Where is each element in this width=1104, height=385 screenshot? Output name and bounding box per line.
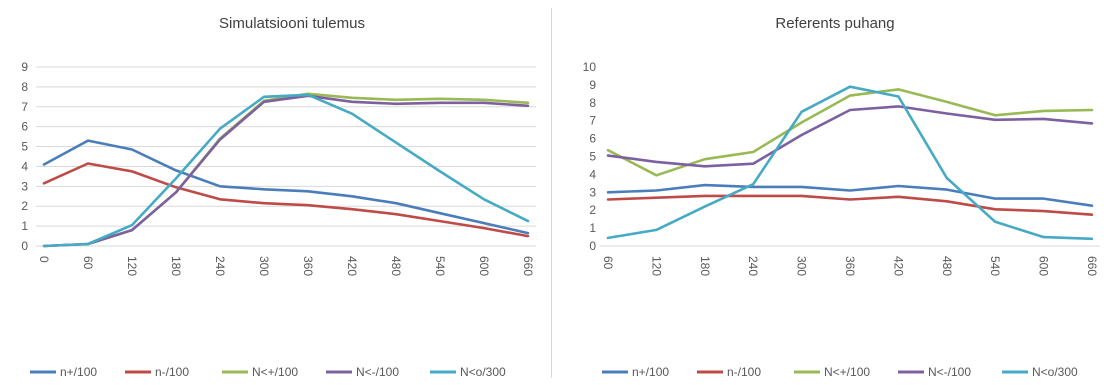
panel-divider bbox=[551, 8, 552, 378]
chart1-x-tick-label: 300 bbox=[257, 256, 271, 276]
chart2-y-tick-label: 2 bbox=[589, 203, 596, 217]
chart2-x-tick-label: 60 bbox=[601, 256, 615, 270]
chart2-title: Referents puhang bbox=[775, 15, 894, 32]
chart2-x-tick-label: 360 bbox=[843, 256, 857, 276]
chart2-y-tick-label: 5 bbox=[589, 150, 596, 164]
chart1-legend-label: n-/100 bbox=[155, 365, 189, 379]
chart2-x-tick-label: 480 bbox=[940, 256, 954, 276]
chart2-y-tick-label: 9 bbox=[589, 78, 596, 92]
chart2-x-tick-label: 420 bbox=[891, 256, 905, 276]
chart1-x-tick-label: 120 bbox=[125, 256, 139, 276]
chart2-x-tick-label: 600 bbox=[1037, 256, 1051, 276]
chart2-legend-label: n-/100 bbox=[727, 365, 761, 379]
chart1-legend-label: N<o/300 bbox=[460, 365, 506, 379]
chart2-series-line-3 bbox=[606, 88, 1094, 177]
chart2-x-tick-label: 300 bbox=[795, 256, 809, 276]
chart-reference: Referents puhang 0 1 2 3 4 5 6 7 8 9 10 60 120 180 240 3… bbox=[583, 15, 1100, 379]
chart1-series-line-1 bbox=[42, 139, 530, 235]
chart2-y-tick-label: 1 bbox=[589, 221, 596, 235]
chart1-y-tick-label: 4 bbox=[21, 159, 28, 173]
chart1-y-tick-label: 1 bbox=[21, 219, 28, 233]
chart2-y-tick-label: 4 bbox=[589, 167, 596, 181]
chart2-series-line-1 bbox=[606, 183, 1094, 207]
chart1-legend-label: n+/100 bbox=[60, 365, 97, 379]
chart2-series-line-5 bbox=[606, 85, 1094, 241]
chart1-legend-label: N<-/100 bbox=[356, 365, 399, 379]
chart1-legend-label: N<+/100 bbox=[252, 365, 298, 379]
chart1-x-tick-label: 60 bbox=[81, 256, 95, 270]
chart1-x-tick-label: 360 bbox=[301, 256, 315, 276]
chart2-legend-label: N<o/300 bbox=[1032, 365, 1078, 379]
chart2-x-tick-label: 660 bbox=[1085, 256, 1099, 276]
chart1-y-tick-label: 5 bbox=[21, 140, 28, 154]
chart2-series-line-2 bbox=[606, 194, 1094, 216]
chart2-x-tick-label: 120 bbox=[649, 256, 663, 276]
chart1-series-line-4 bbox=[42, 94, 530, 248]
chart1-y-tick-label: 8 bbox=[21, 80, 28, 94]
chart-simulation: Simulatsiooni tulemus 0 1 2 3 4 5 6 7 8 9 0 60 120 180… bbox=[21, 15, 536, 379]
chart1-series-line-2 bbox=[42, 162, 530, 238]
chart2-legend-label: N<+/100 bbox=[824, 365, 870, 379]
chart2-y-tick-label: 0 bbox=[589, 239, 596, 253]
chart2-y-tick-label: 8 bbox=[589, 96, 596, 110]
chart1-x-tick-label: 480 bbox=[389, 256, 403, 276]
chart1-y-tick-label: 6 bbox=[21, 120, 28, 134]
chart-panel-reference: Referents puhang 0 1 2 3 4 5 6 7 8 9 10 60 120 180 240 3… bbox=[556, 0, 1104, 385]
chart2-y-tick-label: 6 bbox=[589, 132, 596, 146]
chart2-x-tick-label: 540 bbox=[988, 256, 1002, 276]
chart2-legend-label: N<-/100 bbox=[928, 365, 971, 379]
chart1-x-tick-label: 240 bbox=[213, 256, 227, 276]
chart1-series-line-5 bbox=[42, 93, 530, 248]
chart2-x-tick-label: 180 bbox=[698, 256, 712, 276]
chart1-y-tick-label: 2 bbox=[21, 199, 28, 213]
chart2-y-tick-label: 10 bbox=[583, 60, 597, 74]
chart1-x-tick-label: 540 bbox=[433, 256, 447, 276]
chart1-y-tick-label: 3 bbox=[21, 179, 28, 193]
chart2-y-tick-label: 3 bbox=[589, 185, 596, 199]
chart-panel-simulation: Simulatsiooni tulemus 0 1 2 3 4 5 6 7 8 9 0 60 120 180… bbox=[0, 0, 550, 385]
chart1-x-tick-label: 600 bbox=[477, 256, 491, 276]
chart1-x-tick-label: 180 bbox=[169, 256, 183, 276]
chart1-y-tick-label: 9 bbox=[21, 60, 28, 74]
chart1-x-tick-label: 660 bbox=[521, 256, 535, 276]
chart2-y-tick-label: 7 bbox=[589, 114, 596, 128]
chart1-x-tick-label: 0 bbox=[37, 256, 51, 263]
chart1-title: Simulatsiooni tulemus bbox=[219, 15, 365, 32]
chart1-y-tick-label: 7 bbox=[21, 100, 28, 114]
chart2-x-tick-label: 240 bbox=[746, 256, 760, 276]
chart2-series-line-4 bbox=[606, 105, 1094, 168]
chart1-y-tick-label: 0 bbox=[21, 239, 28, 253]
chart1-x-tick-label: 420 bbox=[345, 256, 359, 276]
chart2-legend-label: n+/100 bbox=[632, 365, 669, 379]
